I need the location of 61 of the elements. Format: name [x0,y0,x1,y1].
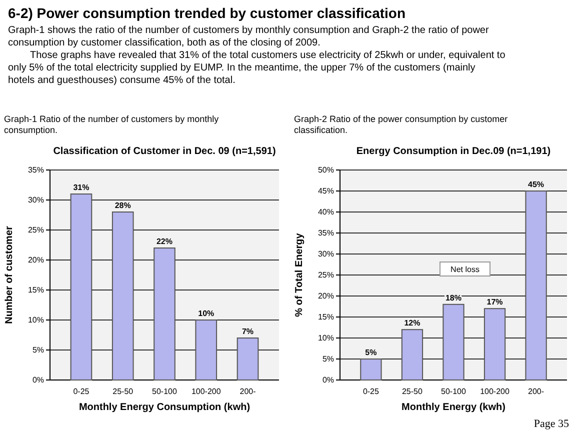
x-tick-label: 100-200 [191,387,222,396]
annotation: Net loss [450,265,480,274]
bar [484,308,506,380]
x-tick-label: 25-50 [402,387,424,396]
x-tick-label: 25-50 [112,387,134,396]
y-tick-label: 50% [318,166,334,175]
x-tick-label: 50-100 [441,387,466,396]
data-label: 7% [242,327,254,336]
bar [360,358,382,380]
chart-title: Energy Consumption in Dec.09 (n=1,191) [356,146,551,157]
y-tick-label: 45% [318,186,334,196]
bar [154,248,176,380]
bar [195,320,218,380]
bar [236,338,259,380]
y-tick-label: 10% [28,316,44,325]
data-label: 22% [156,237,173,246]
text: Graph-1 shows the ratio of the number of customers by monthly consumption and Graph-2 the ratio of power consumption by customer classification, both as of the closing of 2009. [8,25,490,48]
x-axis-title: Monthly Energy (kwh) [402,402,506,413]
y-tick-label: 5% [32,346,44,355]
bar [442,304,464,380]
y-tick-label: 25% [28,226,44,235]
text: 6-2) Power consumption trended by customer classification [8,5,406,21]
data-label: 12% [404,318,420,328]
x-tick-label: 100-200 [480,387,510,396]
data-label: 5% [365,348,377,357]
x-tick-label: 200- [528,387,544,396]
bar [112,212,134,380]
chart-title: Classification of Customer in Dec. 09 (n=1,591) [53,146,276,157]
x-tick-label: 50-100 [152,387,178,396]
y-tick-label: 40% [318,208,334,217]
chart-subtitle: Graph-2 Ratio of the power consumption by customer classification. [294,114,508,135]
x-tick-label: 0-25 [73,387,90,396]
y-tick-label: 15% [318,312,334,322]
data-label: 10% [198,309,214,318]
y-axis-title: % of Total Energy [294,232,305,317]
bar [70,194,92,380]
data-label: 45% [528,180,544,189]
data-label: 28% [114,201,131,210]
text: Those graphs have revealed that 31% of the total customers use electricity of 25kwh or under, equivalent to only 5% of the total electricity supplied by EUMP. In the meantime, the upper 7% of the customers (mainly hotels and guesthouses) consume 45% of the total. [8,50,506,86]
x-axis-title: Monthly Energy Consumption (kwh) [78,402,250,413]
y-tick-label: 5% [322,354,334,364]
data-label: 31% [73,183,90,192]
y-tick-label: 20% [28,256,44,265]
y-axis-title: Number of customer [4,226,15,324]
bar [401,329,424,380]
y-tick-label: 20% [318,292,334,301]
y-tick-label: 0% [32,376,44,385]
text: Page 35 [534,418,570,430]
y-tick-label: 35% [318,228,334,238]
y-tick-label: 25% [318,270,334,280]
x-tick-label: 200- [240,387,256,396]
x-tick-label: 0-25 [362,387,380,396]
y-tick-label: 15% [28,286,44,295]
y-tick-label: 30% [318,250,334,259]
y-tick-label: 35% [28,166,44,175]
data-label: 17% [486,298,503,307]
y-tick-label: 0% [322,376,334,385]
y-tick-label: 10% [318,334,334,343]
bar [525,190,547,380]
chart-subtitle: Graph-1 Ratio of the number of customers by monthly consumption. [4,114,220,135]
y-tick-label: 30% [28,196,44,205]
